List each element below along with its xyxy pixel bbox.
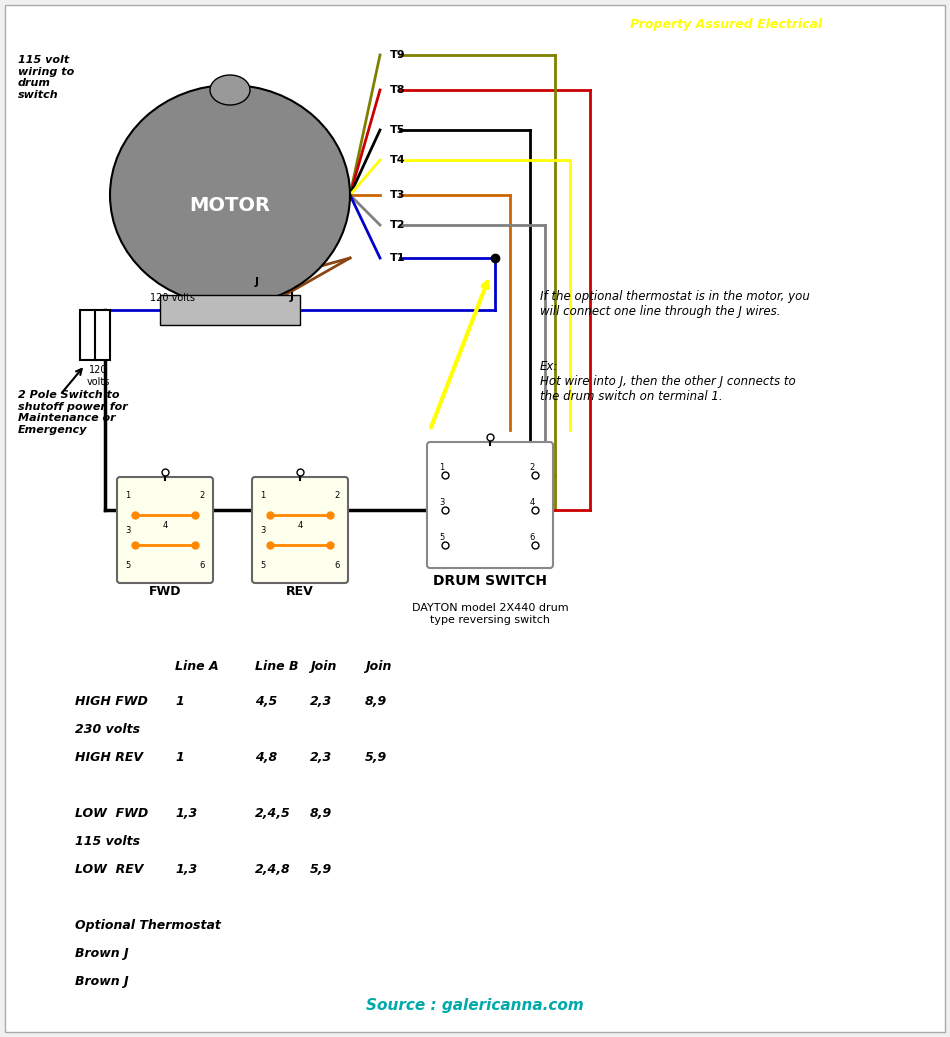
Text: 1: 1 <box>175 751 183 764</box>
Text: T9: T9 <box>390 50 406 60</box>
Text: Join: Join <box>365 660 391 673</box>
Text: Brown J: Brown J <box>75 975 128 988</box>
Text: Line A: Line A <box>175 660 218 673</box>
Text: Ex:
Hot wire into J, then the other J connects to
the drum switch on terminal 1.: Ex: Hot wire into J, then the other J co… <box>540 360 796 403</box>
Text: Brown J: Brown J <box>75 947 128 960</box>
Text: Source : galericanna.com: Source : galericanna.com <box>366 998 584 1013</box>
Text: J: J <box>255 277 259 287</box>
Text: 2,3: 2,3 <box>310 751 332 764</box>
Text: HIGH FWD: HIGH FWD <box>75 695 148 708</box>
Text: DAYTON model 2X440 drum
type reversing switch: DAYTON model 2X440 drum type reversing s… <box>411 602 568 624</box>
Text: HIGH REV: HIGH REV <box>75 751 143 764</box>
Text: T2: T2 <box>390 220 406 230</box>
Text: 1: 1 <box>260 491 266 500</box>
Text: Join: Join <box>310 660 336 673</box>
Text: 4,5: 4,5 <box>255 695 277 708</box>
Text: MOTOR: MOTOR <box>189 196 271 215</box>
Text: T3: T3 <box>390 190 406 200</box>
Text: 1,3: 1,3 <box>175 807 198 820</box>
Text: 5: 5 <box>439 533 445 541</box>
Text: 3: 3 <box>260 526 266 534</box>
Text: 120 volts: 120 volts <box>150 293 195 303</box>
Text: Property Assured Electrical: Property Assured Electrical <box>630 18 822 31</box>
Text: 5,9: 5,9 <box>310 863 332 876</box>
Text: 3: 3 <box>439 498 445 506</box>
Text: J: J <box>290 292 294 302</box>
Text: 8,9: 8,9 <box>310 807 332 820</box>
FancyBboxPatch shape <box>117 477 213 583</box>
Text: 6: 6 <box>334 561 340 569</box>
FancyBboxPatch shape <box>252 477 348 583</box>
FancyBboxPatch shape <box>160 295 300 325</box>
Text: 230 volts: 230 volts <box>75 723 141 736</box>
Text: 115 volts: 115 volts <box>75 835 141 848</box>
Text: 2: 2 <box>334 491 340 500</box>
Text: FWD: FWD <box>149 585 181 598</box>
Text: Line B: Line B <box>255 660 298 673</box>
FancyBboxPatch shape <box>80 310 110 360</box>
Text: 115 volt
wiring to
drum
switch: 115 volt wiring to drum switch <box>18 55 74 100</box>
Text: 2 Pole Switch to
shutoff power for
Maintenance or
Emergency: 2 Pole Switch to shutoff power for Maint… <box>18 390 127 435</box>
Text: 6: 6 <box>200 561 204 569</box>
Text: 5: 5 <box>260 561 266 569</box>
Text: 1: 1 <box>439 463 445 472</box>
Text: REV: REV <box>286 585 314 598</box>
Text: 5,9: 5,9 <box>365 751 388 764</box>
Ellipse shape <box>110 85 350 305</box>
Text: LOW  REV: LOW REV <box>75 863 143 876</box>
Text: 6: 6 <box>529 533 535 541</box>
Text: 4,8: 4,8 <box>255 751 277 764</box>
Text: 1: 1 <box>125 491 130 500</box>
Text: 1,3: 1,3 <box>175 863 198 876</box>
FancyBboxPatch shape <box>427 442 553 568</box>
Text: 1: 1 <box>175 695 183 708</box>
Text: 3: 3 <box>125 526 131 534</box>
Text: 2: 2 <box>200 491 204 500</box>
Text: LOW  FWD: LOW FWD <box>75 807 148 820</box>
Text: T5: T5 <box>390 125 406 135</box>
Text: T4: T4 <box>390 155 406 165</box>
Text: T1: T1 <box>390 253 406 263</box>
Text: 5: 5 <box>125 561 130 569</box>
Ellipse shape <box>210 75 250 105</box>
Text: 120
volts: 120 volts <box>86 365 109 387</box>
FancyBboxPatch shape <box>5 5 945 1032</box>
Text: 2,4,5: 2,4,5 <box>255 807 291 820</box>
Text: 4: 4 <box>297 521 303 530</box>
Text: Optional Thermostat: Optional Thermostat <box>75 919 220 932</box>
Text: 2,3: 2,3 <box>310 695 332 708</box>
Text: T8: T8 <box>390 85 406 95</box>
Text: 2: 2 <box>529 463 535 472</box>
Text: 8,9: 8,9 <box>365 695 388 708</box>
Text: 4: 4 <box>162 521 167 530</box>
Text: 4: 4 <box>529 498 535 506</box>
Text: If the optional thermostat is in the motor, you
will connect one line through th: If the optional thermostat is in the mot… <box>540 290 809 318</box>
Text: 2,4,8: 2,4,8 <box>255 863 291 876</box>
Text: DRUM SWITCH: DRUM SWITCH <box>433 574 547 588</box>
